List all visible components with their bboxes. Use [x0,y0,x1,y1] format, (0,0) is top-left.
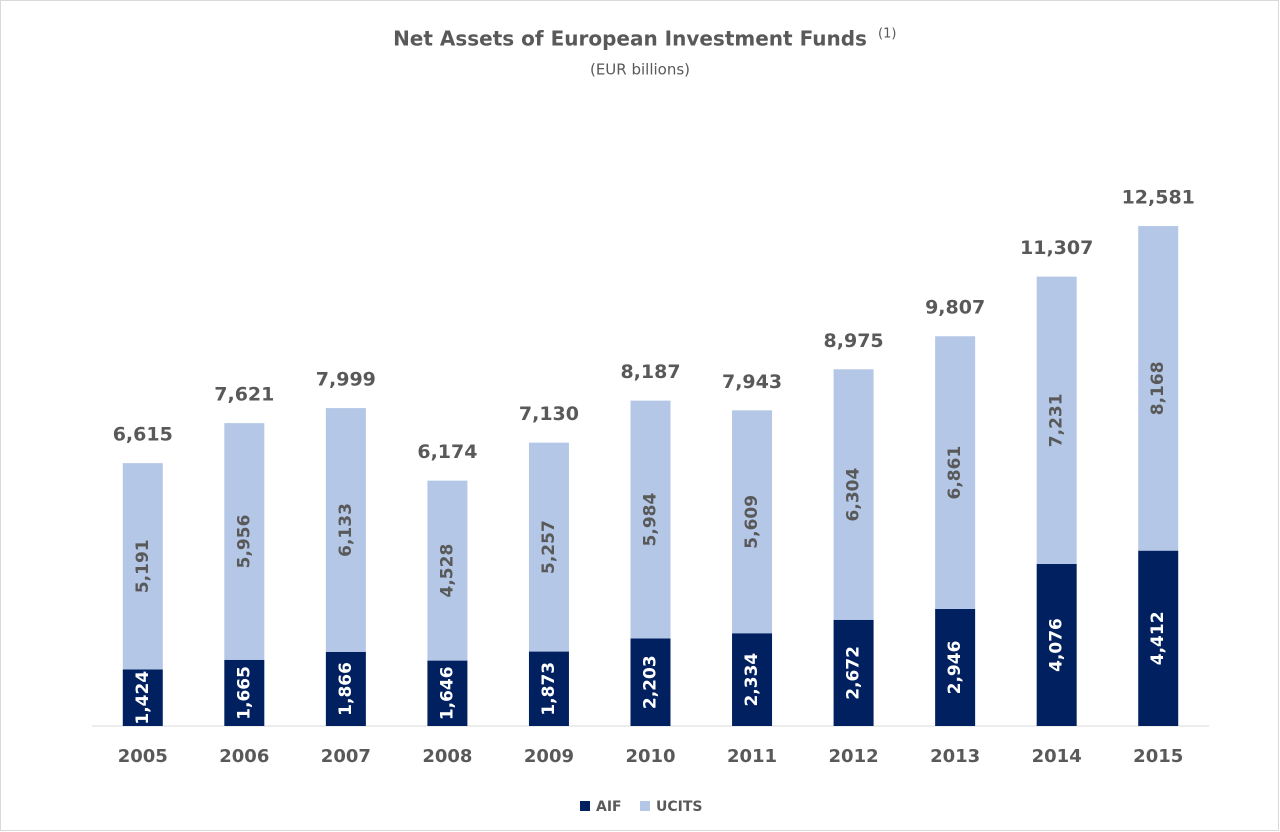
data-label: 1,646 [437,666,457,720]
bar-segment [528,651,569,726]
bar-segment [325,651,366,726]
x-tick-label: 2007 [321,746,371,767]
x-tick-label: 2005 [118,746,168,767]
legend-label: AIF [596,799,622,815]
data-label: 1,866 [336,662,356,716]
x-tick-label: 2014 [1032,746,1082,767]
x-tick-label: 2012 [829,746,879,767]
bar-segment [1138,226,1179,551]
bar-segment [224,423,265,660]
total-label: 8,187 [620,361,680,383]
bar-segment [122,463,163,670]
x-tick-label: 2013 [930,746,980,767]
legend-swatch [640,801,650,811]
bar-segment [427,480,468,661]
total-label: 7,130 [519,403,579,425]
total-label: 6,174 [417,441,477,463]
data-label: 6,133 [336,503,356,557]
bar-segment [833,369,874,620]
bar-segment [325,408,366,652]
x-tick-label: 2009 [524,746,574,767]
bar-segment [732,633,773,726]
bar-segment [732,410,773,634]
data-label: 4,412 [1148,611,1168,665]
total-label: 8,975 [824,330,884,352]
x-tick-label: 2015 [1133,746,1183,767]
data-label: 4,076 [1047,618,1067,672]
bar-segment [630,638,671,726]
total-label: 12,581 [1122,187,1195,209]
data-label: 6,304 [844,467,864,521]
data-label: 1,665 [234,666,254,720]
data-label: 6,861 [945,446,965,500]
bar-segment [224,659,265,726]
data-label: 2,672 [844,646,864,700]
x-tick-label: 2010 [625,746,675,767]
total-label: 7,621 [214,384,274,406]
legend-label: UCITS [656,799,702,815]
bar-segment [833,619,874,726]
x-tick-label: 2011 [727,746,777,767]
total-label: 7,943 [722,371,782,393]
chart-title: Net Assets of European Investment Funds [393,27,867,51]
bar-segment [122,669,163,726]
data-label: 1,424 [133,671,153,725]
x-tick-label: 2006 [219,746,269,767]
data-label: 7,231 [1047,393,1067,447]
data-label: 5,609 [742,495,762,549]
data-label: 5,956 [234,515,254,569]
x-tick-label: 2008 [422,746,472,767]
total-label: 9,807 [925,297,985,319]
data-label: 8,168 [1148,361,1168,415]
total-label: 11,307 [1020,237,1093,259]
data-label: 5,984 [641,492,661,546]
bar-segment [1036,276,1077,565]
title-note: (1) [878,27,896,42]
data-label: 2,946 [945,641,965,695]
total-label: 7,999 [316,369,376,391]
bar-segment [935,608,976,726]
legend-swatch [580,801,590,811]
bar-segment [1138,550,1179,726]
data-label: 2,334 [742,653,762,707]
data-label: 5,191 [133,539,153,593]
bar-segment [1036,564,1077,726]
total-label: 6,615 [113,424,173,446]
bar-segment [427,660,468,726]
bar-segment [528,442,569,652]
chart-subtitle: (EUR billions) [590,61,690,79]
bar-segment [630,400,671,639]
data-label: 4,528 [437,544,457,598]
data-label: 2,203 [641,655,661,709]
data-label: 1,873 [539,662,559,716]
bar-segment [935,336,976,609]
data-label: 5,257 [539,520,559,574]
